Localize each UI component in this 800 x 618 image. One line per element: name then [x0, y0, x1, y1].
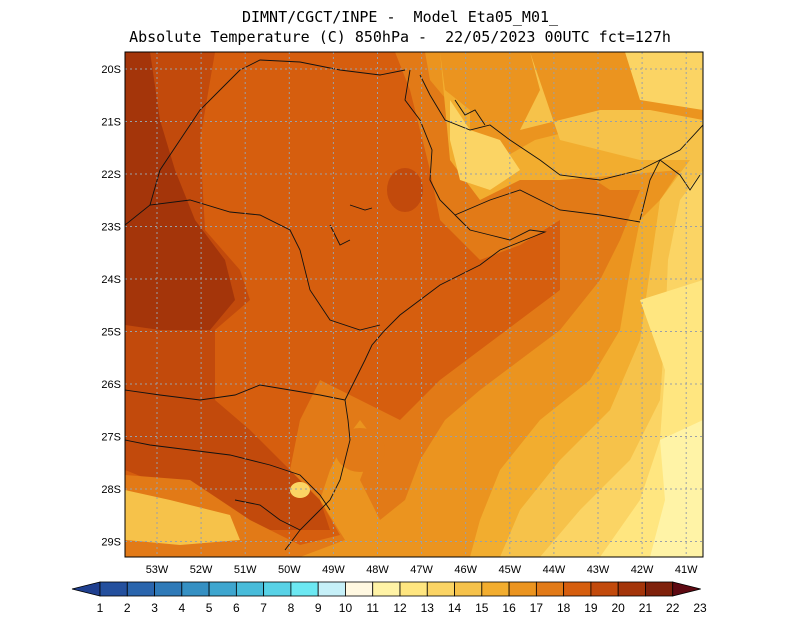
reservoir — [454, 99, 486, 126]
colorbar-label: 7 — [260, 601, 267, 615]
colorbar-segment — [181, 581, 210, 597]
lon-label: 44W — [543, 564, 566, 576]
lon-label: 53W — [146, 564, 169, 576]
colorbar-segment — [126, 581, 155, 597]
lon-label: 52W — [190, 564, 213, 576]
lon-label: 47W — [410, 564, 433, 576]
lat-label: 24S — [101, 274, 121, 286]
colorbar-arrow-right — [672, 581, 701, 597]
colorbar-segment — [426, 581, 455, 597]
colorbar-segment — [508, 581, 537, 597]
colorbar-label: 23 — [693, 601, 707, 615]
colorbar-label: 13 — [421, 601, 435, 615]
longitude-labels: 53W 52W 51W 50W 49W 48W 47W 46W 45W 44W 43W 42W 41W — [146, 564, 698, 576]
colorbar-segment — [208, 581, 237, 597]
colorbar-label: 9 — [315, 601, 322, 615]
colorbar-label: 12 — [393, 601, 407, 615]
state-border — [125, 199, 381, 331]
colorbar-label: 14 — [448, 601, 462, 615]
colorbar-segment — [235, 581, 265, 597]
colorbar-label: 1 — [97, 601, 104, 615]
colorbar-segment — [154, 581, 183, 597]
reservoir — [349, 204, 373, 211]
colorbar-segment — [263, 581, 292, 597]
colorbar-segment — [345, 581, 374, 597]
lat-label: 27S — [101, 432, 121, 444]
lon-label: 51W — [234, 564, 257, 576]
colorbar-label: 10 — [339, 601, 353, 615]
colorbar-label: 20 — [612, 601, 626, 615]
colorbar-segment — [481, 581, 510, 597]
lon-label: 41W — [675, 564, 698, 576]
colorbar-segment — [399, 581, 428, 597]
country-border — [125, 439, 331, 511]
colorbar-label: 4 — [178, 601, 185, 615]
lat-label: 21S — [101, 117, 121, 129]
state-border — [125, 384, 346, 401]
band-15-patch — [450, 100, 520, 190]
map-title-line2: Absolute Temperature (C) 850hPa - 22/05/… — [129, 28, 671, 46]
colorbar-segment — [372, 581, 401, 597]
colorbar-segment — [454, 581, 483, 597]
colorbar-segment — [590, 581, 619, 597]
colorbar-label: 17 — [530, 601, 544, 615]
colorbar-label: 6 — [233, 601, 240, 615]
temperature-field — [125, 52, 703, 557]
lon-label: 45W — [498, 564, 521, 576]
colorbar-label: 5 — [206, 601, 213, 615]
lat-label: 25S — [101, 327, 121, 339]
lat-label: 20S — [101, 64, 121, 76]
state-border — [419, 74, 703, 181]
colorbar-label: 21 — [639, 601, 653, 615]
colorbar-segment — [645, 581, 674, 597]
borders — [125, 59, 703, 551]
grid — [125, 52, 703, 557]
colorbar-segment — [617, 581, 646, 597]
colorbar-label: 22 — [666, 601, 680, 615]
colorbar-label: 19 — [584, 601, 598, 615]
lon-label: 46W — [454, 564, 477, 576]
map-title-line1: DIMNT/CGCT/INPE - Model Eta05_M01_ — [241, 8, 559, 26]
colorbar-segment — [317, 581, 346, 597]
colorbar-segment — [563, 581, 592, 597]
cool-blob — [290, 482, 310, 498]
lat-label: 29S — [101, 537, 121, 549]
state-border — [639, 159, 701, 221]
lon-label: 43W — [587, 564, 610, 576]
lon-label: 49W — [322, 564, 345, 576]
colorbar-label: 15 — [475, 601, 489, 615]
colorbar: 1 2 3 4 5 6 7 8 9 10 11 12 13 14 15 16 17 18 19 20 21 22 23 — [71, 581, 707, 615]
lon-label: 50W — [278, 564, 301, 576]
warm-blob-south — [335, 428, 385, 472]
band-16-sw — [125, 490, 240, 545]
colorbar-label: 16 — [502, 601, 516, 615]
lagoon — [234, 499, 301, 531]
warm-blob — [387, 168, 423, 212]
latitude-labels: 20S 21S 22S 23S 24S 25S 26S 27S 28S 29S — [101, 64, 121, 549]
colorbar-arrow-left — [71, 581, 101, 597]
coastline — [284, 214, 547, 551]
reservoir — [329, 224, 351, 246]
lon-label: 48W — [366, 564, 389, 576]
state-border — [149, 69, 241, 206]
map-frame — [124, 51, 704, 558]
colorbar-label: 18 — [557, 601, 571, 615]
lat-label: 22S — [101, 169, 121, 181]
colorbar-segment — [99, 581, 128, 597]
state-border — [404, 69, 641, 223]
colorbar-label: 2 — [124, 601, 131, 615]
colorbar-label: 8 — [288, 601, 295, 615]
lat-label: 23S — [101, 222, 121, 234]
colorbar-segment — [535, 581, 565, 597]
colorbar-label: 3 — [151, 601, 158, 615]
colorbar-segment — [290, 581, 319, 597]
lat-label: 28S — [101, 484, 121, 496]
lat-label: 26S — [101, 379, 121, 391]
state-border — [239, 59, 406, 76]
colorbar-label: 11 — [366, 601, 379, 615]
lon-label: 42W — [631, 564, 654, 576]
